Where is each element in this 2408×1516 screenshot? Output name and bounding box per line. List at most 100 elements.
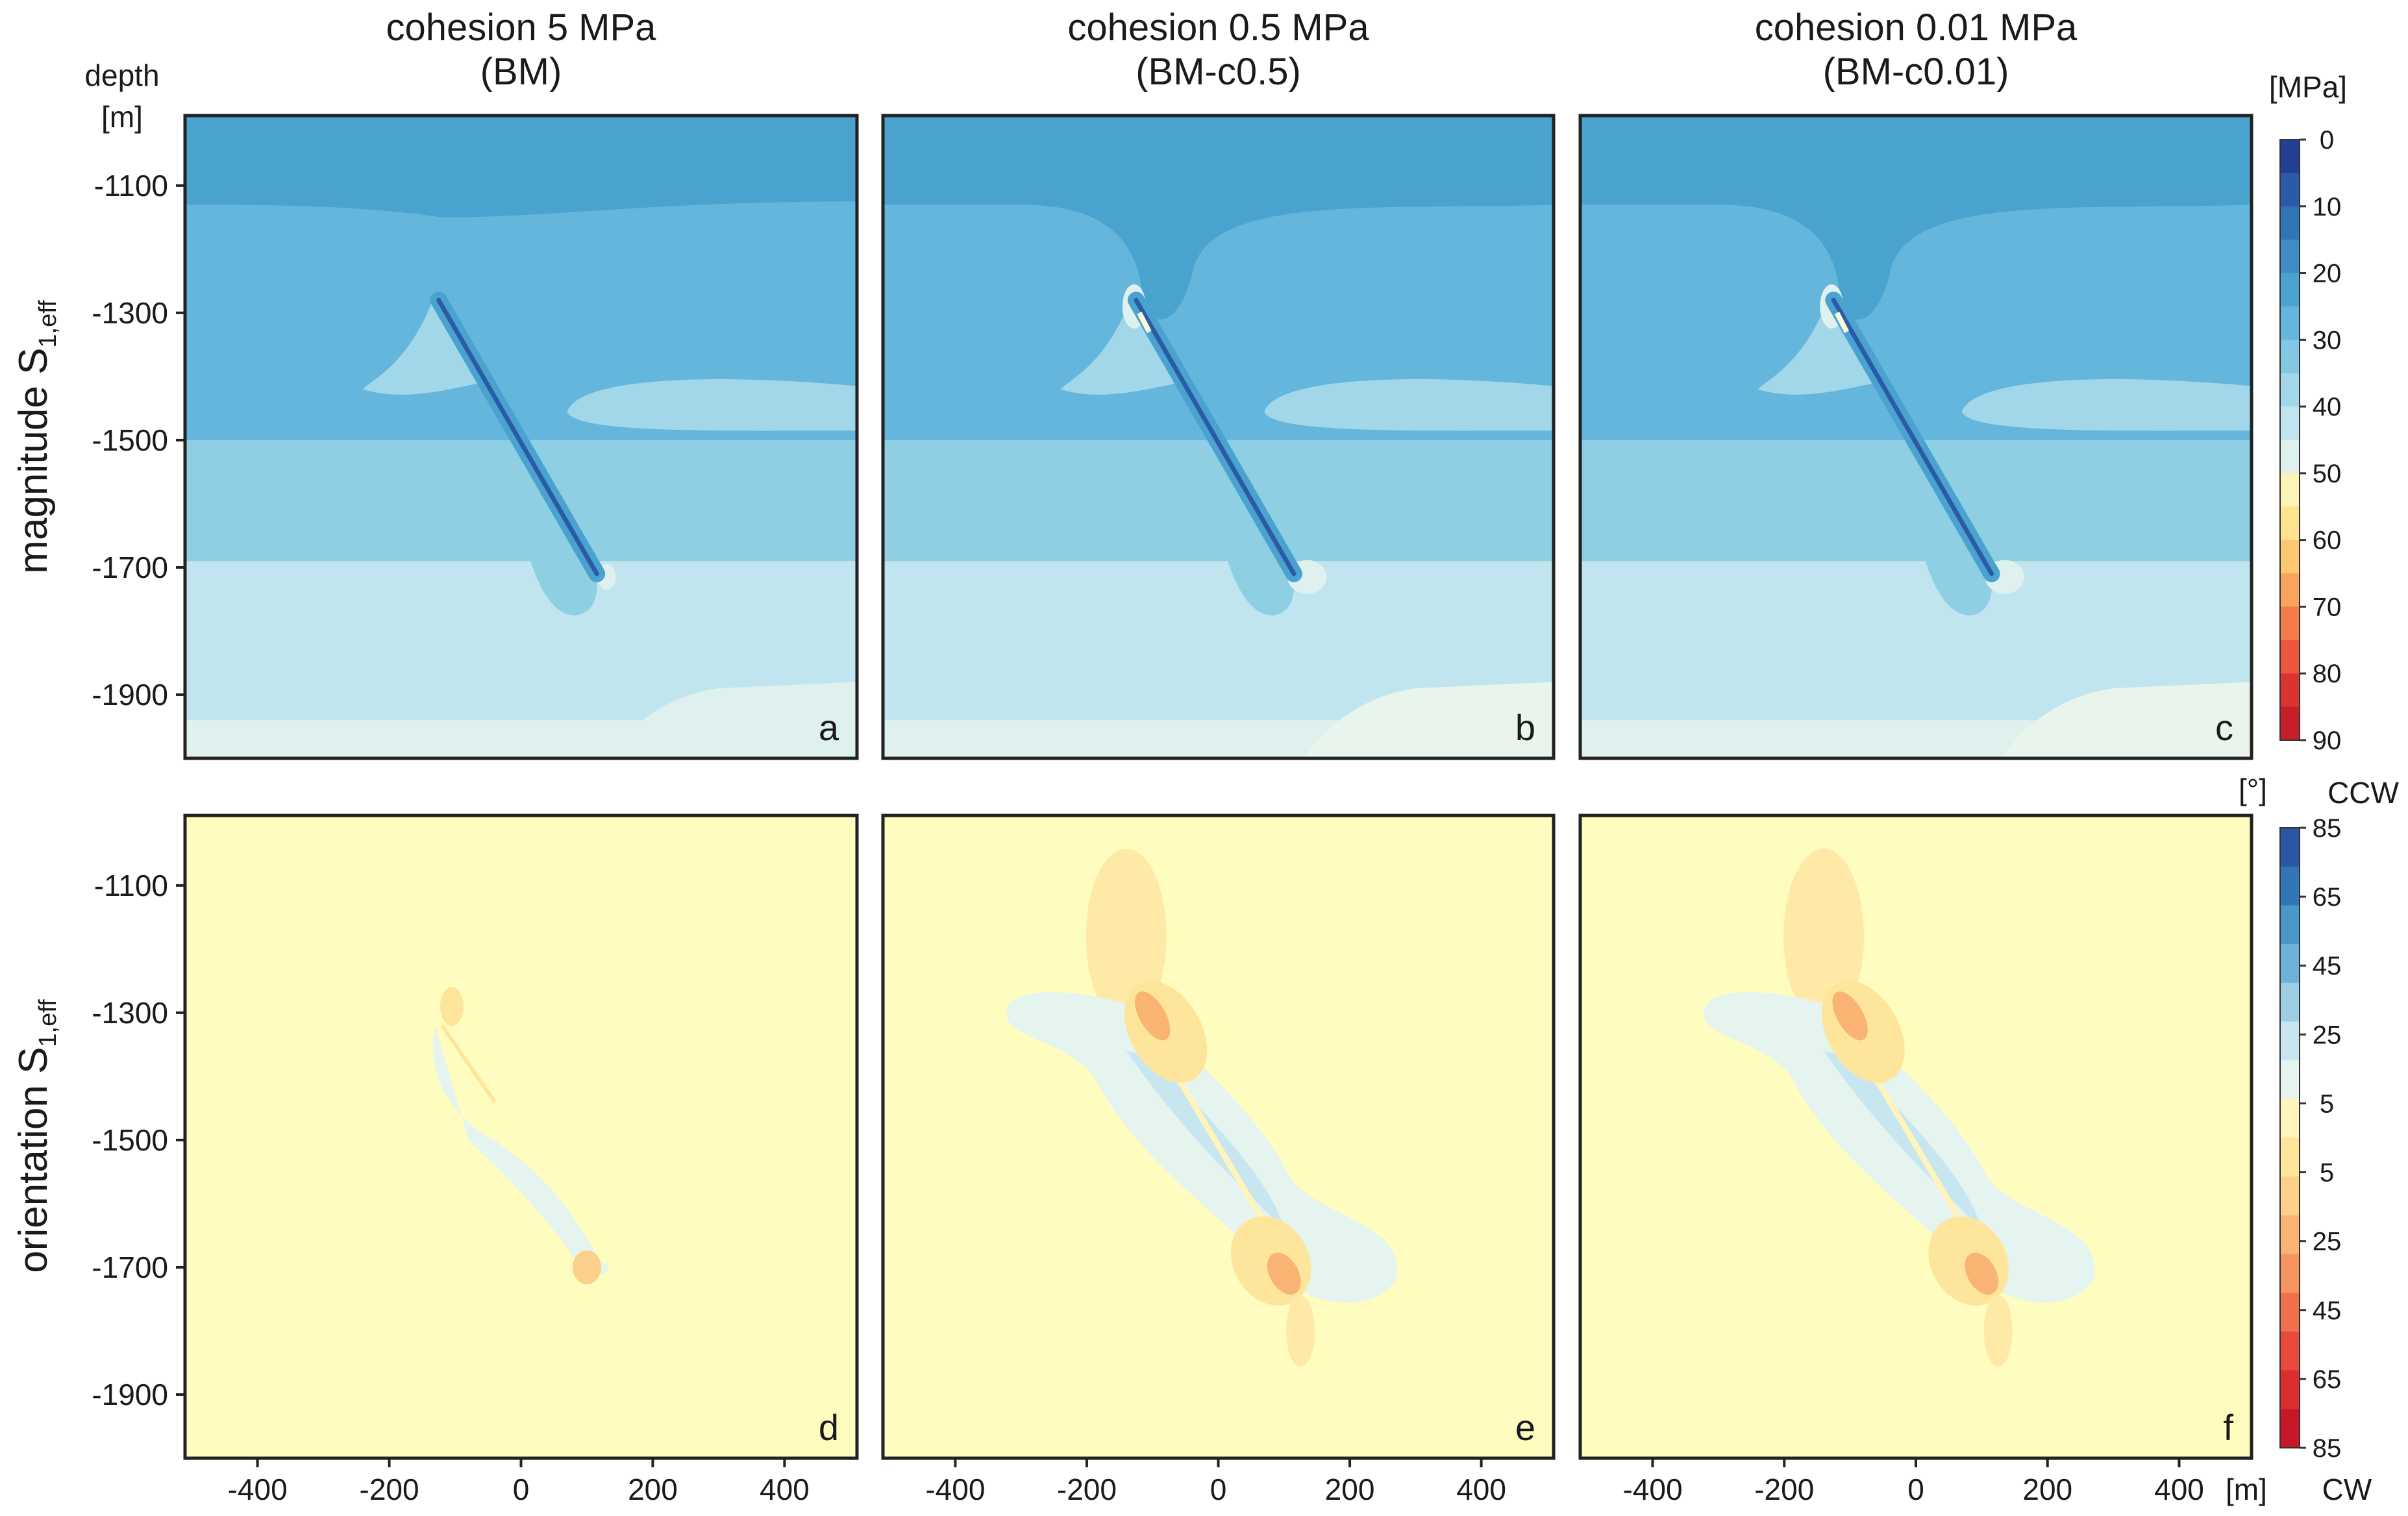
- panel-d: [185, 815, 857, 1458]
- colorbar-swatch: [2280, 1099, 2300, 1138]
- colorbar-tick-label: 30: [2313, 326, 2342, 354]
- contour-band: [1086, 849, 1167, 1025]
- colorbar-tick-label: 5: [2320, 1159, 2334, 1187]
- x-tick-label: 200: [1325, 1473, 1375, 1506]
- panel-frame: [881, 114, 1556, 760]
- contour-band: [440, 987, 464, 1026]
- colorbar-magnitude: 0 10 20 30 40 50 60 70 80 90 [MPa]: [2269, 70, 2347, 755]
- contour-band: [1961, 379, 2252, 431]
- colorbar-tick-label: 85: [2313, 814, 2342, 843]
- colorbar-swatch: [2280, 540, 2300, 574]
- contour-band: [185, 116, 857, 217]
- fault-tip-light: [1834, 312, 1850, 334]
- x-tick-label: 400: [1456, 1473, 1506, 1506]
- x-tick-label: -200: [1057, 1473, 1117, 1506]
- colorbar-swatch: [2280, 828, 2300, 867]
- colorbar-swatch: [2280, 1293, 2300, 1332]
- colorbar-tick-label: 25: [2313, 1021, 2342, 1049]
- panel-letter: d: [819, 1407, 839, 1448]
- colorbar-swatch: [2280, 1060, 2300, 1100]
- colorbar-swatch: [2280, 1215, 2300, 1255]
- colorbar-swatch: [2280, 273, 2300, 307]
- column-title-line2: (BM-c0.5): [1136, 51, 1301, 93]
- colorbar-swatch: [2280, 706, 2300, 741]
- panel-letter: a: [819, 707, 839, 748]
- colorbar-swatch: [2280, 1021, 2300, 1061]
- contour-band: [1286, 1295, 1315, 1367]
- colorbar-tick-label: 25: [2313, 1228, 2342, 1256]
- colorbar-swatch: [2280, 1409, 2300, 1448]
- colorbar-swatch: [2280, 140, 2300, 173]
- x-tick-label: 200: [628, 1473, 678, 1506]
- fault-tip-light: [1137, 312, 1152, 334]
- contour-band: [362, 293, 482, 395]
- colorbar-swatch: [2280, 866, 2300, 906]
- axes: a -1100 -1300 -1500 -1700 -1900 b c d -1100 -1300 -…: [92, 114, 2267, 1506]
- contour-band: [567, 379, 857, 431]
- panel-b: [883, 116, 1554, 758]
- colorbar-swatch: [2280, 905, 2300, 945]
- panel-frame: [183, 114, 859, 760]
- contour-band: [1704, 992, 2095, 1303]
- contour-band: [606, 682, 857, 758]
- y-tick-label: -1100: [94, 169, 168, 203]
- colorbar-tick-label: 50: [2313, 460, 2342, 488]
- colorbar-swatch: [2280, 440, 2300, 474]
- colorbar-orientation: 85 65 45 25 5 5 25 45 65 85 [°] CCW CW: [2239, 773, 2399, 1506]
- colorbar-swatch: [2280, 473, 2300, 507]
- contour-band: [1060, 293, 1179, 395]
- x-tick-label: 400: [2154, 1473, 2204, 1506]
- contour-band: [1783, 849, 1865, 1025]
- column-titles: cohesion 5 MPa(BM)cohesion 0.5 MPa(BM-c0…: [386, 6, 2078, 93]
- colorbar-swatch: [2280, 573, 2300, 607]
- contour-band: [1965, 1252, 1999, 1295]
- colorbar-top-label: CCW: [2327, 776, 2399, 810]
- panel-e: [883, 815, 1554, 1458]
- contour-band: [1580, 116, 2252, 320]
- contour-band: [1902, 440, 1992, 615]
- colorbar-swatch: [2280, 1137, 2300, 1177]
- contour-band: [185, 815, 857, 1458]
- contour-band: [1832, 991, 1868, 1041]
- contour-band: [508, 440, 597, 615]
- panel-f: [1580, 815, 2252, 1458]
- y-tick-label: -1900: [92, 678, 168, 712]
- panel-letter: e: [1515, 1407, 1535, 1448]
- colorbar-tick-label: 80: [2313, 660, 2342, 688]
- panel-letter: b: [1515, 707, 1535, 748]
- fault-line: [1134, 297, 1297, 577]
- colorbar-unit: [MPa]: [2269, 70, 2347, 104]
- x-tick-label: 200: [2022, 1473, 2072, 1506]
- colorbar-swatch: [2280, 406, 2300, 440]
- x-tick-label: -200: [1754, 1473, 1814, 1506]
- colorbar-swatch: [2280, 306, 2300, 340]
- panels: [185, 116, 2252, 1458]
- colorbar-tick-label: 45: [2313, 1297, 2342, 1325]
- row-labels: depth [m] magnitude S1,eff orientation S1,e…: [11, 58, 160, 1273]
- contour-band: [433, 1025, 610, 1274]
- fault-line: [1831, 297, 1994, 577]
- colorbar-tick-label: 60: [2313, 527, 2342, 555]
- colorbar-swatch: [2280, 340, 2300, 374]
- colorbar-tick-label: 5: [2320, 1089, 2334, 1118]
- y-tick-label: -1900: [92, 1378, 168, 1411]
- colorbar-swatch: [2280, 373, 2300, 407]
- contour-band: [1304, 682, 1554, 758]
- colorbar-swatch: [2280, 206, 2300, 240]
- colorbar-swatch: [2280, 240, 2300, 274]
- column-title-line2: (BM-c0.01): [1823, 51, 2009, 93]
- colorbar-frame: [2279, 139, 2300, 741]
- colorbar-tick-label: 0: [2320, 126, 2334, 155]
- x-tick-label: 0: [1210, 1473, 1227, 1506]
- colorbar-swatch: [2280, 982, 2300, 1022]
- contour-band: [883, 116, 1554, 320]
- colorbar-tick-label: 65: [2313, 1365, 2342, 1394]
- y-tick-label: -1100: [94, 869, 168, 902]
- y-tick-label: -1300: [92, 296, 168, 330]
- colorbar-tick-label: 90: [2313, 727, 2342, 755]
- column-title-line1: cohesion 5 MPa: [386, 6, 657, 49]
- contour-band: [1983, 1295, 2013, 1367]
- contour-band: [1264, 379, 1554, 431]
- x-tick-label: -200: [360, 1473, 419, 1506]
- contour-band: [1205, 440, 1295, 615]
